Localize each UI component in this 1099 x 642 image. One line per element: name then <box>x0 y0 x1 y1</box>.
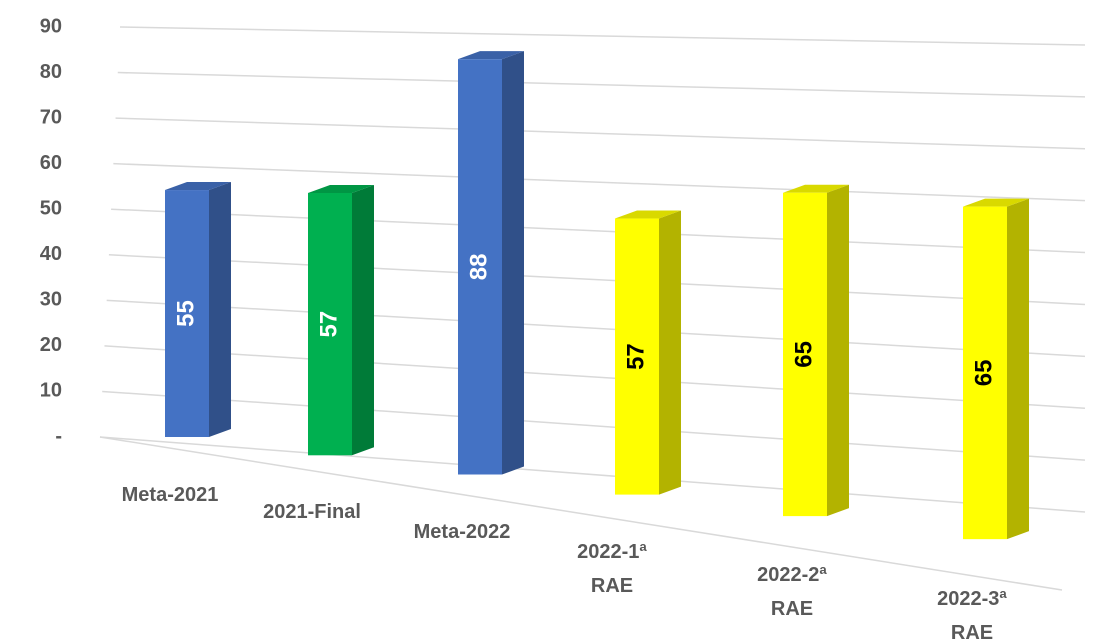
bar <box>615 218 659 495</box>
value-label: 57 <box>315 311 342 338</box>
y-tick-label: 80 <box>40 61 62 83</box>
x-tick-label: 2022-3ª RAE <box>937 588 1007 642</box>
x-tick-label: Meta-2022 <box>413 521 511 543</box>
x-tick-label: 2021-Final <box>263 501 361 523</box>
bar <box>963 206 1007 540</box>
bar-side <box>352 184 374 456</box>
y-tick-label: 90 <box>40 15 62 37</box>
y-tick-label: 70 <box>40 106 62 128</box>
value-label: 65 <box>790 341 817 368</box>
grid-line <box>108 254 1086 306</box>
bar-top <box>783 184 849 193</box>
value-label: 88 <box>465 253 492 280</box>
bar-top <box>165 182 231 191</box>
grid-line <box>99 436 1086 513</box>
bar-group: 57 <box>615 210 681 495</box>
bar-top <box>615 210 681 219</box>
bar-side <box>209 182 231 437</box>
x-tick-label: 2022-2ª RAE <box>757 564 827 620</box>
grid-line <box>106 299 1086 358</box>
bar-side <box>1007 198 1029 540</box>
bar-group: 57 <box>308 184 374 456</box>
grid-line <box>119 26 1086 46</box>
value-label: 57 <box>622 343 649 370</box>
grid-line <box>111 208 1086 254</box>
bar-side <box>827 184 849 517</box>
bar-top <box>963 198 1029 207</box>
y-tick-label: 10 <box>40 380 62 402</box>
y-tick-label: 20 <box>40 334 62 356</box>
y-tick-label: 30 <box>40 289 62 311</box>
y-tick-label: 50 <box>40 198 62 220</box>
grid-line <box>102 390 1086 461</box>
bar <box>458 59 502 475</box>
y-tick-label: 60 <box>40 152 62 174</box>
grid-line <box>117 71 1086 98</box>
grid-line <box>115 117 1086 150</box>
bar <box>308 192 352 456</box>
bar-top <box>458 51 524 60</box>
bar <box>165 190 209 437</box>
grid-line <box>104 345 1086 409</box>
bar-side <box>502 51 524 475</box>
floor-edge <box>99 436 1063 591</box>
bar-group: 88 <box>458 51 524 475</box>
bar-group: 65 <box>963 198 1029 540</box>
x-tick-label: 2022-1ª RAE <box>577 541 647 597</box>
y-tick-label: 40 <box>40 243 62 265</box>
y-tick-label: - <box>55 425 62 447</box>
value-label: 55 <box>172 300 199 327</box>
bar-group: 55 <box>165 182 231 437</box>
grid-line <box>113 162 1086 202</box>
bar-top <box>308 184 374 193</box>
bar-group: 65 <box>783 184 849 517</box>
x-tick-label: Meta-2021 <box>121 484 219 506</box>
bar-side <box>659 210 681 495</box>
value-label: 65 <box>970 360 997 387</box>
bar <box>783 192 827 517</box>
